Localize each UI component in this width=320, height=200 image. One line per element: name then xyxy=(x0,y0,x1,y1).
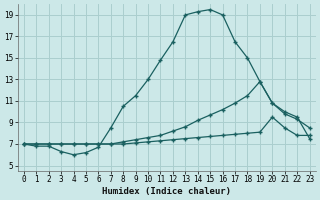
X-axis label: Humidex (Indice chaleur): Humidex (Indice chaleur) xyxy=(102,187,231,196)
